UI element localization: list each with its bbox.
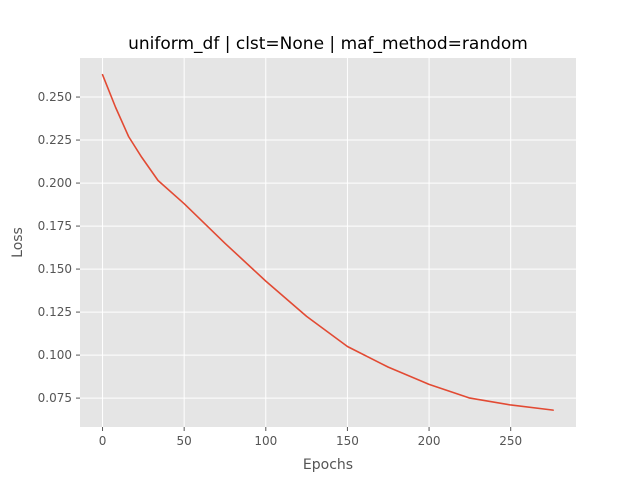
y-tick-label: 0.100 [38,348,72,362]
loss-series-line [101,73,554,411]
y-tick-label: 0.175 [38,219,72,233]
x-tick-label: 100 [254,434,277,448]
x-tick-label: 200 [418,434,441,448]
plot-area [80,58,576,427]
x-tick-label: 50 [177,434,192,448]
chart-title: uniform_df | clst=None | maf_method=rand… [128,34,528,54]
ticks: 0 50 100 150 200 250 0.075 0.100 0.125 0.150 0.175… [38,90,523,448]
x-tick-label: 150 [336,434,359,448]
y-tick-label: 0.125 [38,305,72,319]
x-tick-label: 0 [99,434,107,448]
y-tick-label: 0.250 [38,90,72,104]
y-tick-label: 0.150 [38,262,72,276]
y-tick-label: 0.200 [38,176,72,190]
y-tick-label: 0.075 [38,391,72,405]
series-layer [101,73,554,411]
y-axis-label: Loss [10,227,26,258]
grid [80,58,576,427]
x-tick-label: 250 [499,434,522,448]
y-tick-label: 0.225 [38,133,72,147]
x-axis-label: Epochs [303,457,353,473]
